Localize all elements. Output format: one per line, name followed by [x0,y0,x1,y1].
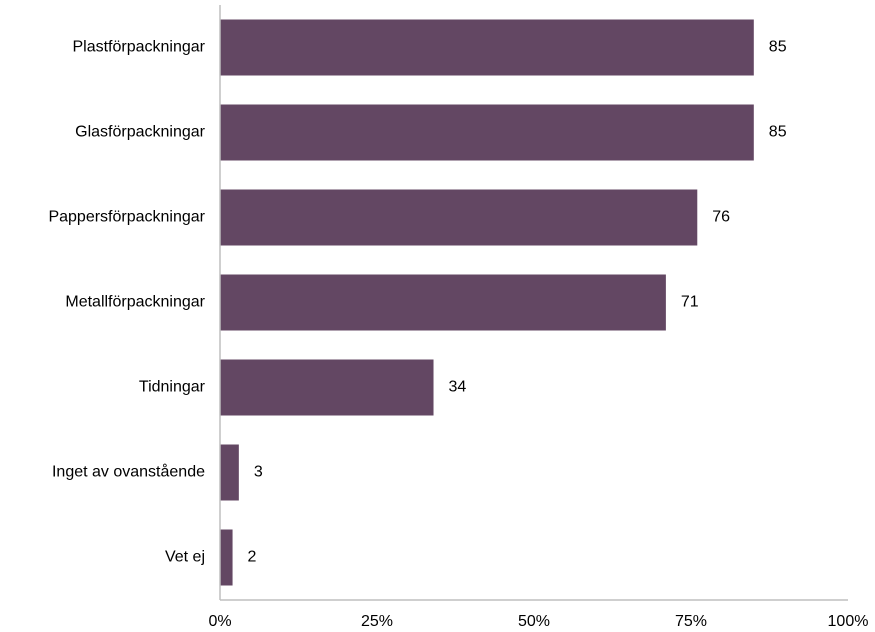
x-tick-label-0: 0% [208,613,231,630]
category-label-2: Pappersförpackningar [48,209,205,226]
x-axis-ticks: 0% 25% 50% 75% 100% [208,613,868,630]
value-label-3: 71 [681,294,699,311]
bar-1 [220,104,754,161]
category-labels: Plastförpackningar Glasförpackningar Pappe… [48,39,205,566]
bar-2 [220,189,698,246]
value-label-2: 76 [712,209,730,226]
bar-6 [220,529,233,586]
bar-4 [220,359,434,416]
category-label-3: Metallförpackningar [65,294,205,311]
x-tick-label-1: 25% [361,613,393,630]
category-label-5: Inget av ovanstående [52,463,205,481]
value-label-0: 85 [769,39,787,56]
bar-3 [220,274,666,331]
value-label-5: 3 [254,464,263,481]
category-label-6: Vet ej [165,549,205,566]
value-label-4: 34 [449,379,467,396]
bars-group [220,19,754,586]
value-labels: 85 85 76 71 34 3 2 [248,39,787,566]
category-label-1: Glasförpackningar [75,124,206,141]
x-tick-label-4: 100% [828,613,869,630]
bar-5 [220,444,239,501]
x-tick-label-3: 75% [675,613,707,630]
x-tick-label-2: 50% [518,613,550,630]
value-label-1: 85 [769,124,787,141]
category-label-0: Plastförpackningar [72,39,205,56]
value-label-6: 2 [248,549,257,566]
category-label-4: Tidningar [139,379,206,396]
bar-0 [220,19,754,76]
